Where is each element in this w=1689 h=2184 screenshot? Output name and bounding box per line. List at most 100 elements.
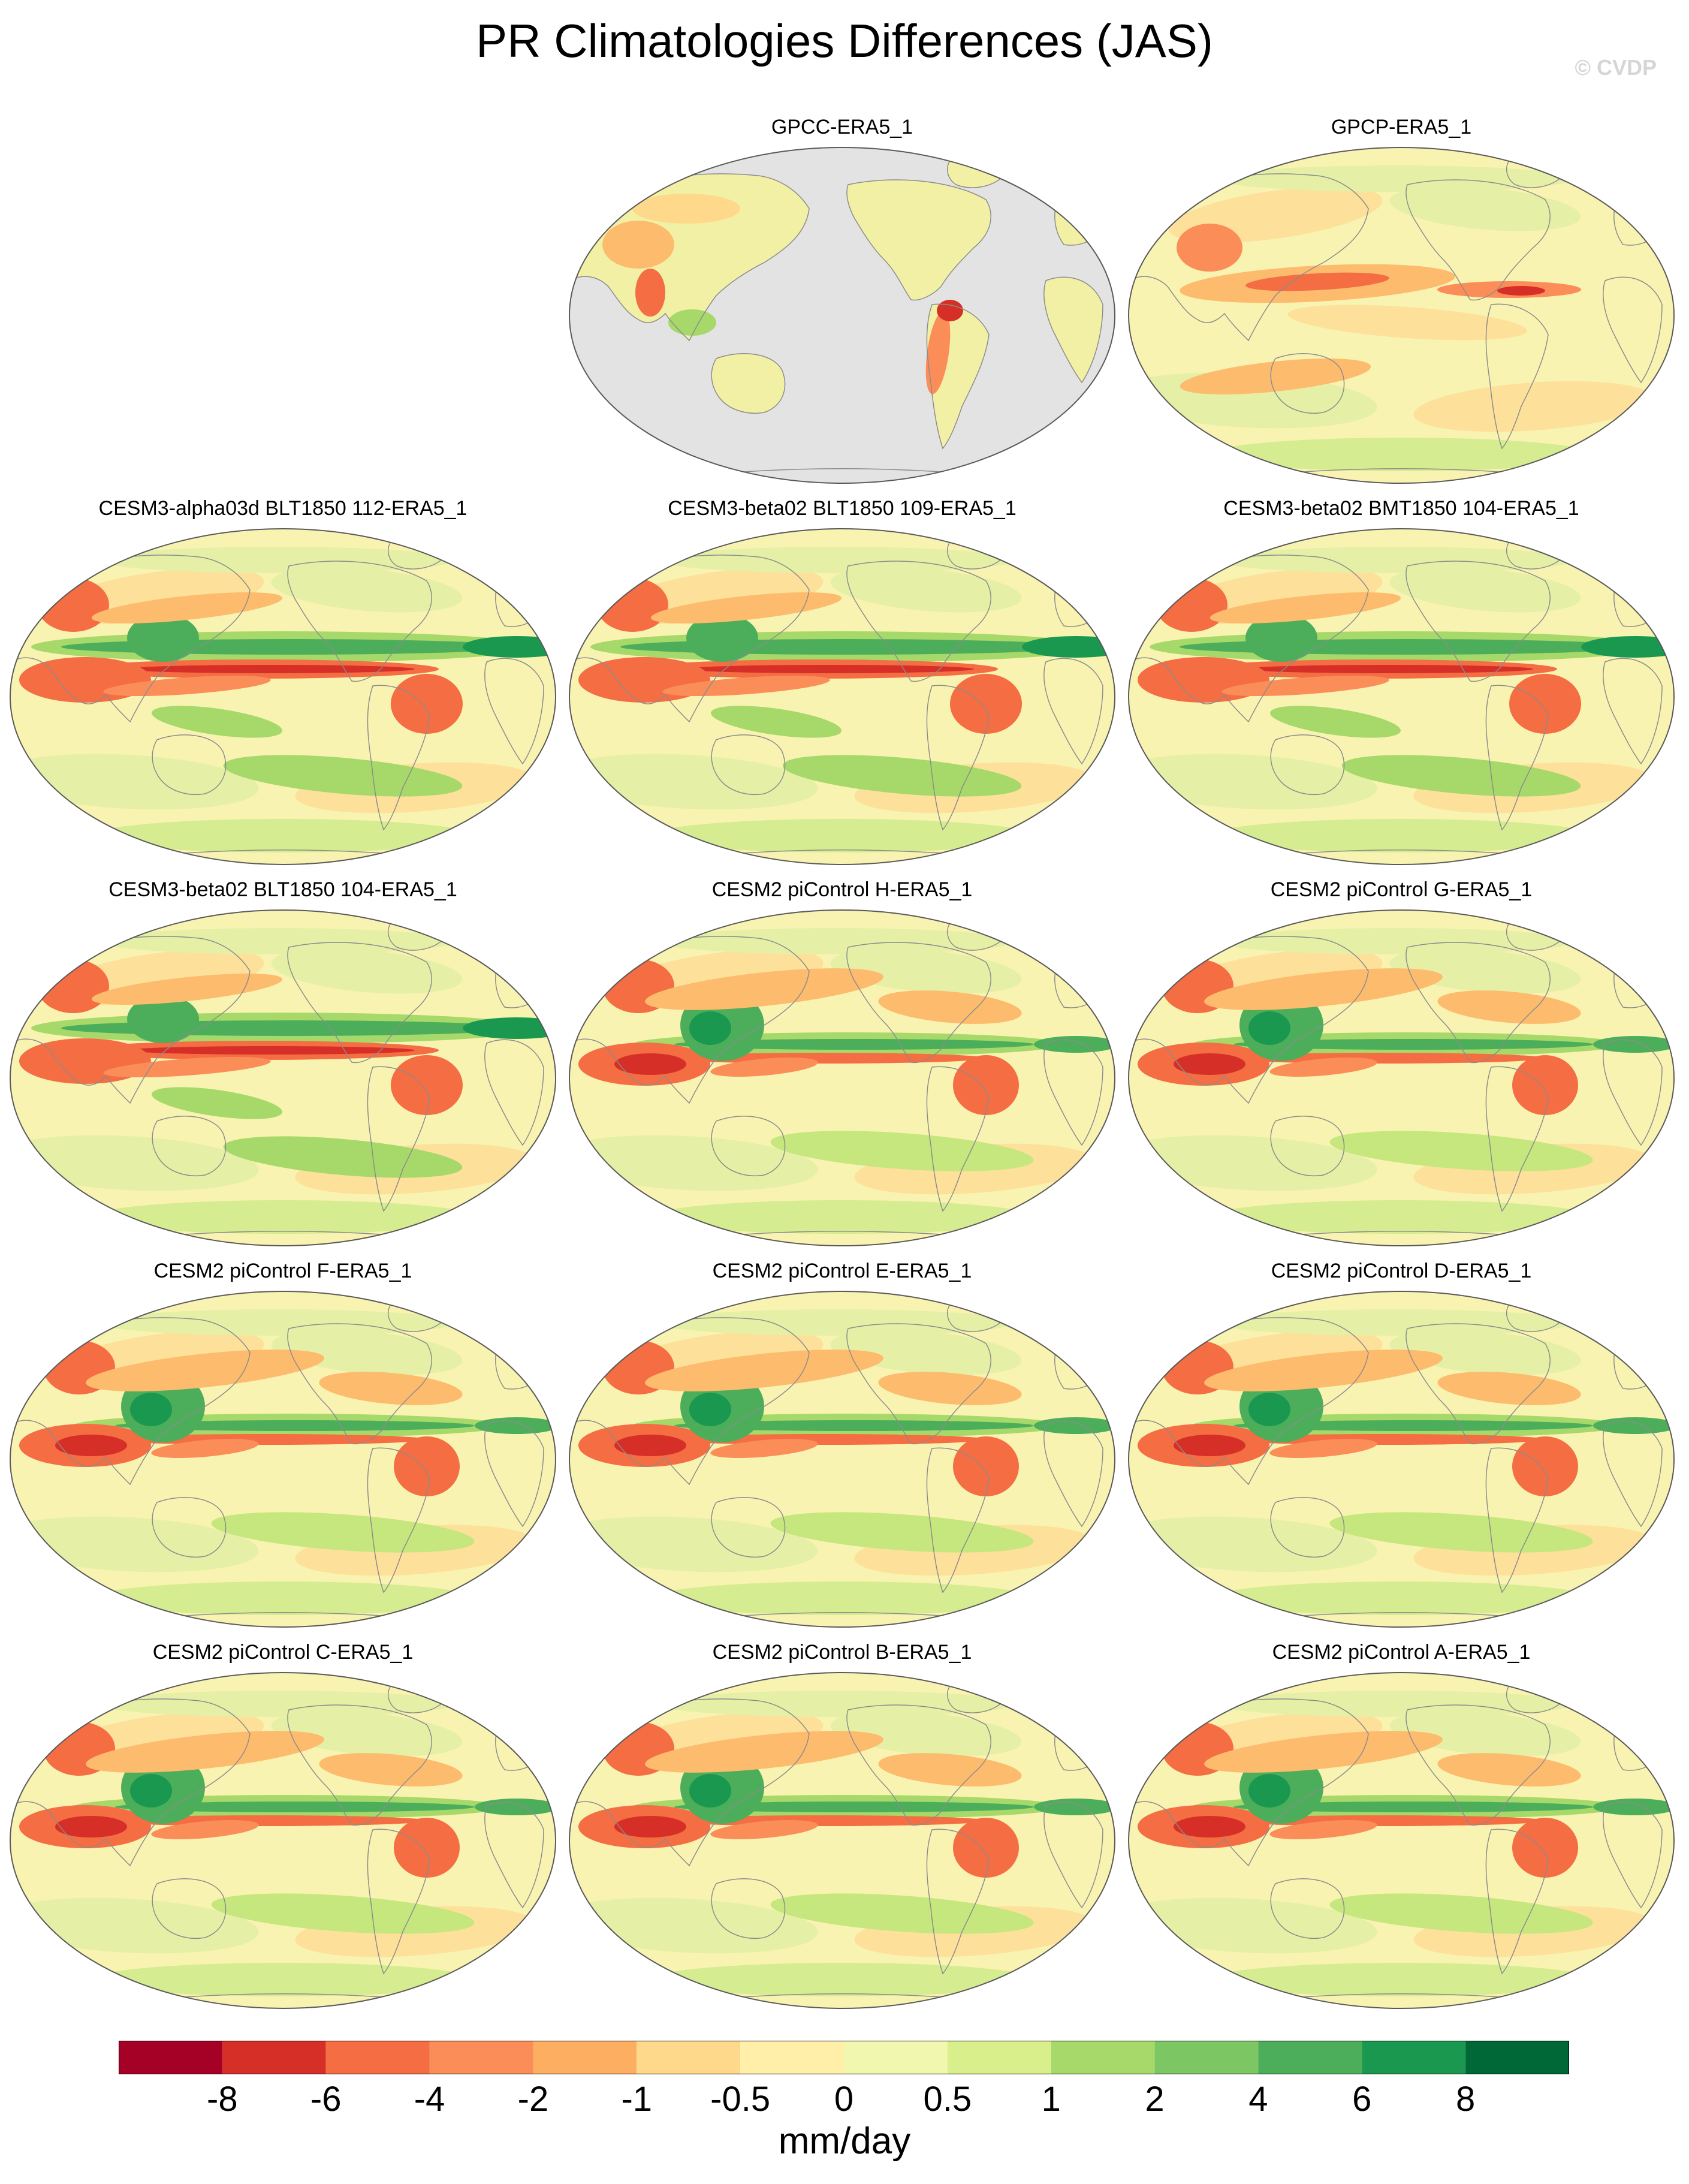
panel-title: CESM3-beta02 BMT1850 104-ERA5_1: [1223, 497, 1579, 520]
panel-title: CESM2 piControl G-ERA5_1: [1270, 878, 1533, 901]
map-canvas: [10, 528, 556, 865]
panel-title: GPCP-ERA5_1: [1331, 116, 1472, 138]
map-canvas: [569, 528, 1115, 865]
colorbar-swatch: [533, 2041, 637, 2074]
colorbar: [119, 2041, 1569, 2074]
map-border: [1128, 528, 1675, 865]
colorbar-tick-label: 0: [834, 2080, 854, 2119]
map-panel: CESM2 piControl D-ERA5_1: [1126, 1255, 1677, 1651]
map-canvas: [569, 147, 1115, 484]
precip-field: [10, 1291, 556, 1627]
map-border: [1128, 1672, 1675, 2009]
precip-field: [1129, 1673, 1674, 2008]
colorbar-tick-label: 2: [1145, 2080, 1165, 2119]
map-border: [569, 1291, 1115, 1628]
precip-field: [569, 529, 1115, 864]
coastlines: [16, 1302, 550, 1627]
panel-title: CESM2 piControl H-ERA5_1: [711, 878, 973, 901]
map-panel: CESM3-beta02 BMT1850 104-ERA5_1: [1126, 493, 1677, 888]
map-canvas: [10, 1672, 556, 2009]
panel-title: CESM2 piControl F-ERA5_1: [153, 1260, 412, 1282]
map-panel: CESM3-beta02 BLT1850 104-ERA5_1: [7, 874, 559, 1270]
figure-title: PR Climatologies Differences (JAS): [476, 14, 1213, 67]
map-panel: CESM2 piControl A-ERA5_1: [1126, 1637, 1677, 2032]
map-canvas: [569, 909, 1115, 1246]
colorbar-swatch: [222, 2041, 326, 2074]
map-panel: CESM2 piControl C-ERA5_1: [7, 1637, 559, 2032]
panel-title: CESM2 piControl A-ERA5_1: [1272, 1641, 1531, 1664]
colorbar-tick-label: -0.5: [710, 2080, 771, 2119]
colorbar-tick-label: -2: [517, 2080, 549, 2119]
panel-title: CESM2 piControl D-ERA5_1: [1271, 1260, 1532, 1282]
map-border: [10, 909, 556, 1246]
map-border: [10, 1291, 556, 1628]
colorbar-tick-label: 6: [1352, 2080, 1372, 2119]
coastlines: [16, 539, 550, 864]
precip-field: [1129, 1291, 1674, 1627]
colorbar-swatch: [1051, 2041, 1155, 2074]
colorbar-tick-label: 1: [1041, 2080, 1061, 2119]
panel-title: GPCC-ERA5_1: [771, 116, 913, 138]
precip-field: [10, 529, 556, 864]
map-border: [10, 528, 556, 865]
precip-field: [569, 147, 1115, 483]
panel-title: CESM3-alpha03d BLT1850 112-ERA5_1: [98, 497, 468, 520]
precip-field: [569, 910, 1115, 1246]
map-border: [1128, 909, 1675, 1246]
precip-field: [569, 1291, 1115, 1627]
map-border: [569, 1672, 1115, 2009]
map-panel: GPCC-ERA5_1: [566, 112, 1118, 507]
map-border: [1128, 1291, 1675, 1628]
precip-field: [1129, 147, 1674, 483]
map-canvas: [569, 1291, 1115, 1628]
precip-field: [569, 1673, 1115, 2008]
panel-title: CESM3-beta02 BLT1850 109-ERA5_1: [668, 497, 1017, 520]
coastlines: [575, 158, 1109, 483]
map-canvas: [1128, 1291, 1675, 1628]
map-panel: GPCP-ERA5_1: [1126, 112, 1677, 507]
colorbar-tick-label: 8: [1456, 2080, 1476, 2119]
coastlines: [575, 920, 1109, 1246]
panel-title: CESM2 piControl E-ERA5_1: [712, 1260, 972, 1282]
map-canvas: [1128, 1672, 1675, 2009]
panel-title: CESM2 piControl B-ERA5_1: [712, 1641, 972, 1664]
colorbar-swatch: [1465, 2041, 1569, 2074]
map-border: [1128, 147, 1675, 484]
precip-field: [1129, 529, 1674, 864]
colorbar-swatch: [947, 2041, 1051, 2074]
colorbar-swatch: [1154, 2041, 1259, 2074]
map-panel: CESM2 piControl E-ERA5_1: [566, 1255, 1118, 1651]
colorbar-swatch: [1362, 2041, 1466, 2074]
colorbar-swatch: [637, 2041, 741, 2074]
map-canvas: [1128, 147, 1675, 484]
map-panel: CESM2 piControl H-ERA5_1: [566, 874, 1118, 1270]
map-panel: CESM2 piControl F-ERA5_1: [7, 1255, 559, 1651]
panel-title: CESM2 piControl C-ERA5_1: [152, 1641, 414, 1664]
colorbar-unit-label: mm/day: [778, 2120, 911, 2162]
map-border: [569, 147, 1115, 484]
colorbar-tick-label: -1: [621, 2080, 653, 2119]
map-canvas: [10, 1291, 556, 1628]
colorbar-tick-label: -4: [414, 2080, 445, 2119]
map-panel: CESM3-alpha03d BLT1850 112-ERA5_1: [7, 493, 559, 888]
map-panel: CESM2 piControl G-ERA5_1: [1126, 874, 1677, 1270]
watermark: © CVDP: [1575, 55, 1657, 80]
precip-field: [10, 910, 556, 1246]
colorbar-swatch: [1258, 2041, 1362, 2074]
panel-title: CESM3-beta02 BLT1850 104-ERA5_1: [108, 878, 457, 901]
colorbar-tick-label: -8: [207, 2080, 238, 2119]
map-canvas: [569, 1672, 1115, 2009]
colorbar-swatch: [325, 2041, 430, 2074]
map-panel: CESM3-beta02 BLT1850 109-ERA5_1: [566, 493, 1118, 888]
colorbar-tick-label: 0.5: [923, 2080, 972, 2119]
map-canvas: [10, 909, 556, 1246]
map-canvas: [1128, 909, 1675, 1246]
precip-field: [10, 1673, 556, 2008]
map-border: [569, 528, 1115, 865]
colorbar-swatch: [844, 2041, 948, 2074]
colorbar-swatch: [429, 2041, 533, 2074]
precip-field: [1129, 910, 1674, 1246]
map-canvas: [1128, 528, 1675, 865]
colorbar-tick-label: 4: [1248, 2080, 1268, 2119]
map-panel: CESM2 piControl B-ERA5_1: [566, 1637, 1118, 2032]
